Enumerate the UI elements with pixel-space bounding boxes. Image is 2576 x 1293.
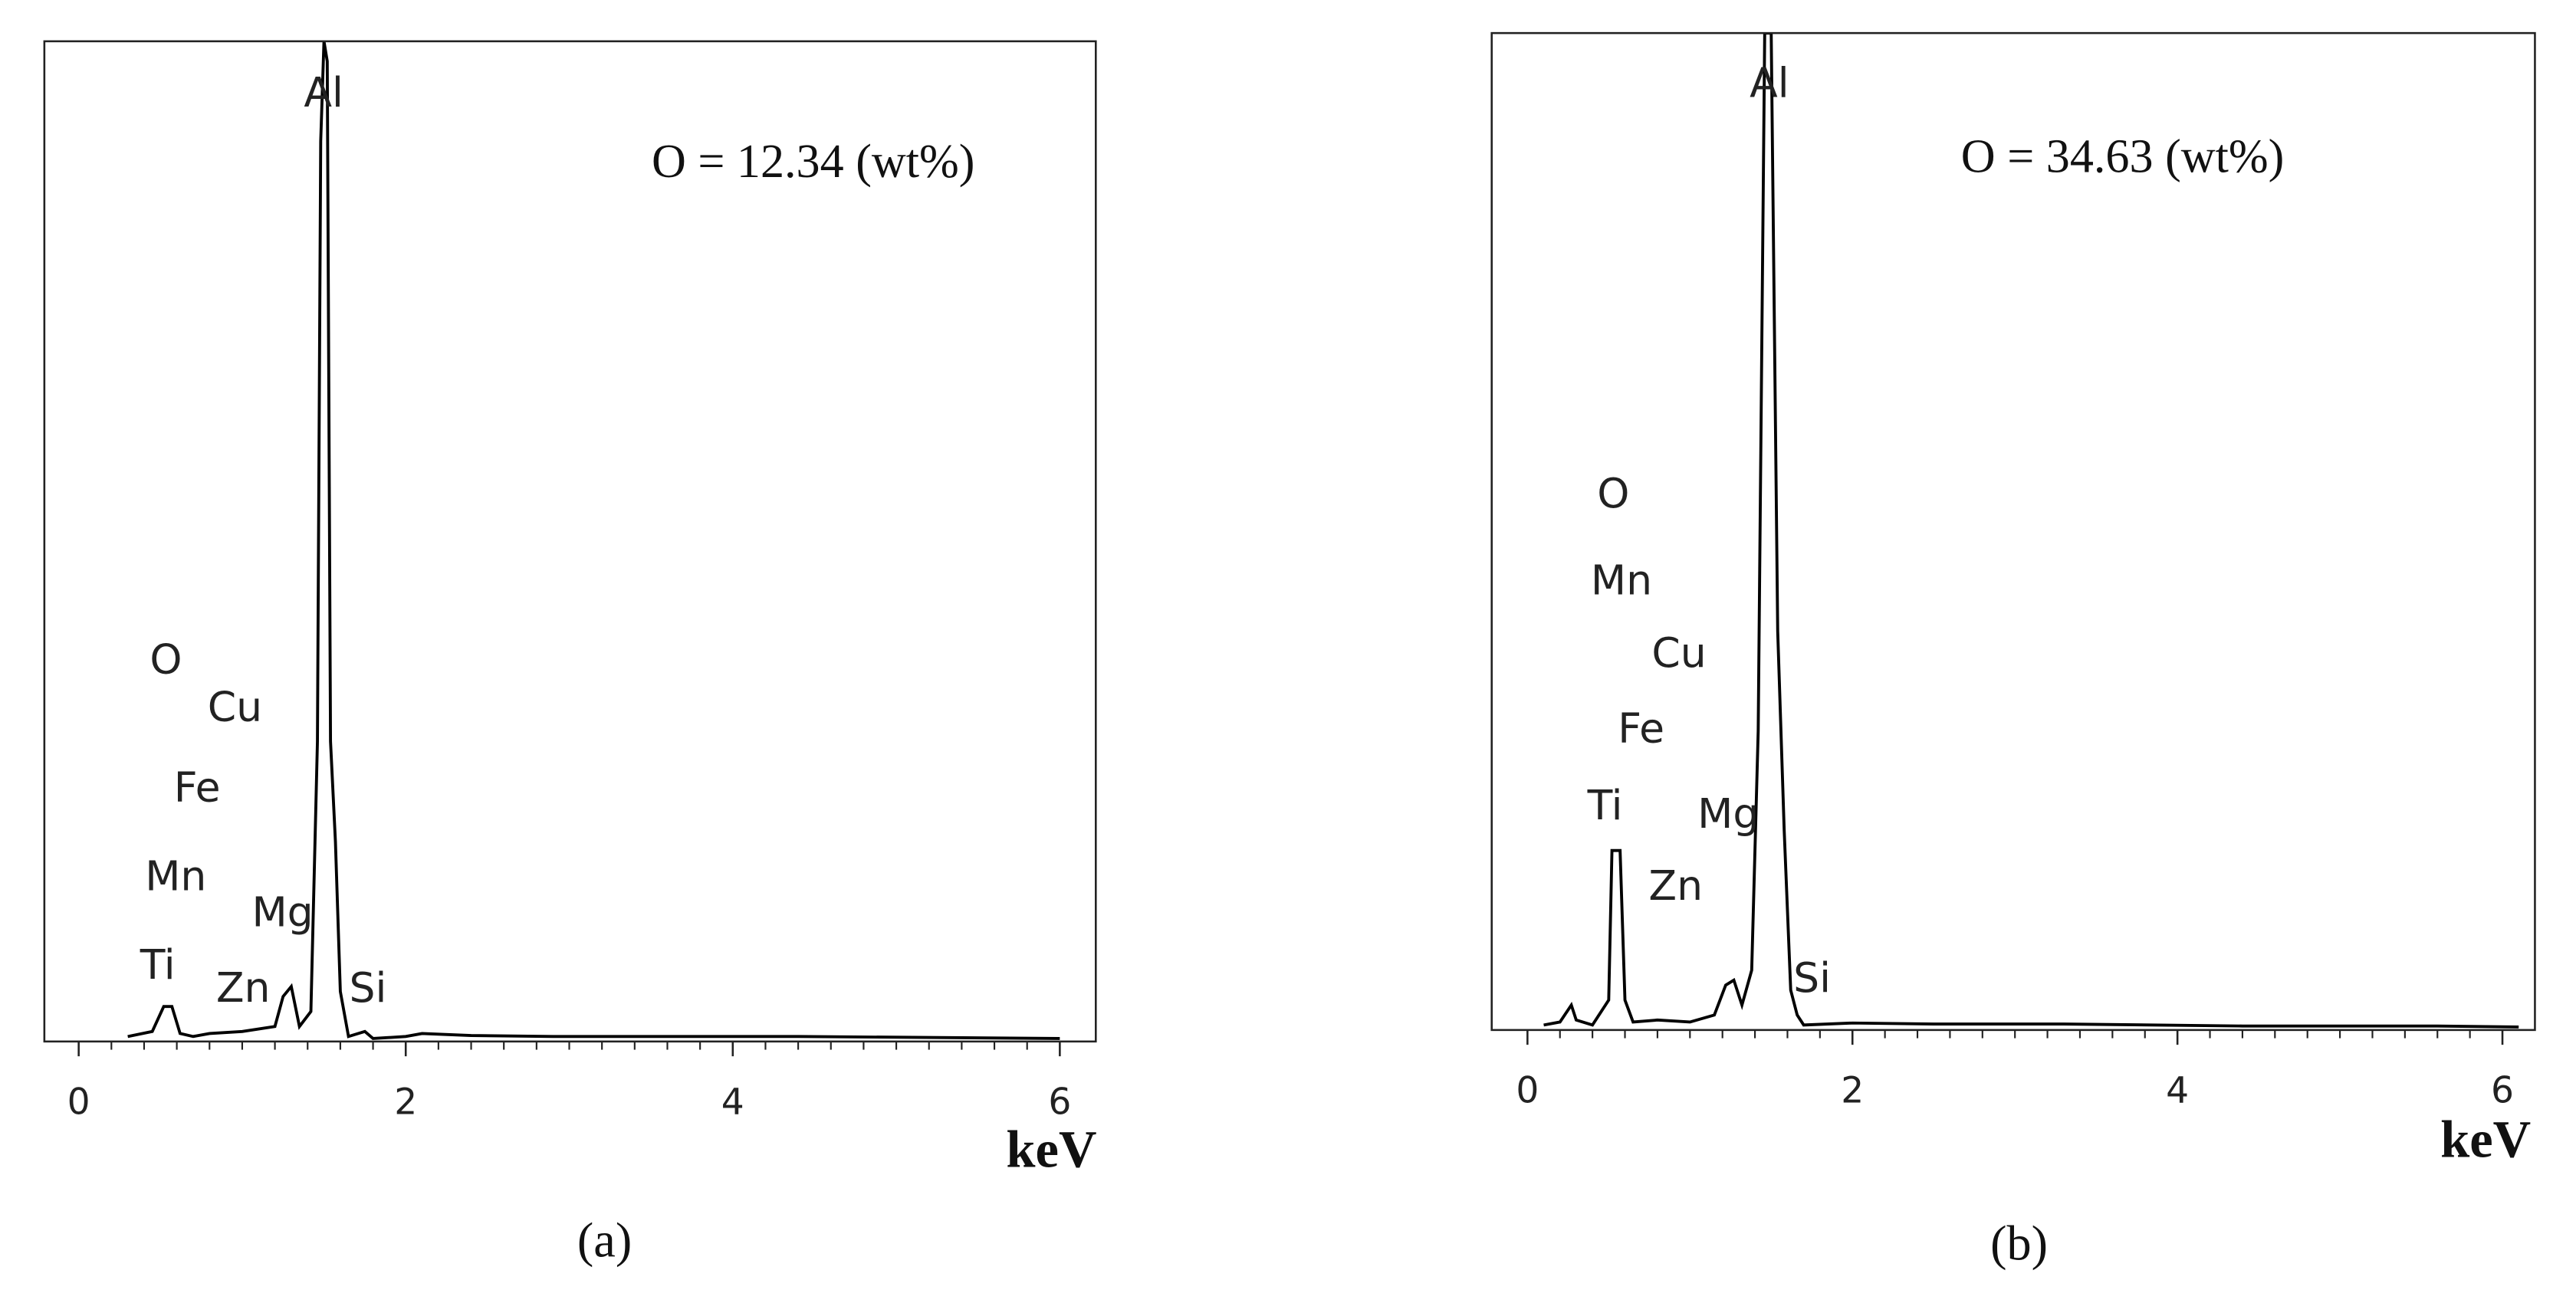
peak-label: Al	[1750, 58, 1789, 107]
peak-label: Cu	[208, 683, 262, 731]
x-axis-label: keV	[1006, 1120, 1096, 1178]
x-tick-label: 6	[2491, 1069, 2514, 1111]
peak-label: Fe	[174, 763, 221, 812]
peak-label: O	[150, 635, 182, 683]
chart-panel: 0 2 4 6 Al O Cu Fe Mn Mg Ti Zn Si O = 12.34 (wt%) keV (…	[43, 40, 1097, 1267]
spectrum-line	[1543, 33, 2519, 1029]
x-tick-label: 4	[2166, 1069, 2189, 1111]
composition-note: O = 12.34 (wt%)	[652, 136, 975, 188]
x-tick-label: 0	[1516, 1069, 1539, 1111]
x-tick-label: 2	[394, 1081, 417, 1123]
chart-panel: 0 2 4 6 Al O Mn Cu Fe Ti Mg Zn Si O = 34.63 (wt%) keV (…	[1490, 31, 2536, 1271]
caption: (b)	[1990, 1216, 2048, 1271]
x-tick-label: 4	[721, 1081, 744, 1123]
peak-label: Zn	[216, 963, 271, 1012]
peak-label: Al	[304, 68, 343, 117]
x-tick-label: 2	[1841, 1069, 1864, 1111]
composition-note: O = 34.63 (wt%)	[1961, 131, 2285, 183]
peak-label: Fe	[1618, 704, 1664, 752]
peak-label: O	[1597, 469, 1629, 517]
peak-label: Si	[1793, 953, 1831, 1002]
peak-label: Mg	[1697, 789, 1759, 838]
peak-label: Si	[350, 963, 387, 1012]
x-tick-label: 6	[1048, 1081, 1071, 1123]
peak-label: Zn	[1648, 861, 1703, 910]
plot-frame	[1490, 31, 2536, 1032]
peak-label: Ti	[1587, 781, 1623, 829]
peak-label: Ti	[140, 940, 176, 989]
x-axis-label: keV	[2440, 1111, 2531, 1169]
x-tick-label: 0	[67, 1081, 90, 1123]
peak-label: Mn	[1591, 556, 1652, 605]
peak-label: Mn	[145, 852, 206, 900]
peak-label: Cu	[1651, 628, 1706, 677]
spectrum-line	[127, 41, 1060, 1040]
peak-label: Mg	[251, 888, 313, 936]
caption: (a)	[577, 1213, 632, 1267]
